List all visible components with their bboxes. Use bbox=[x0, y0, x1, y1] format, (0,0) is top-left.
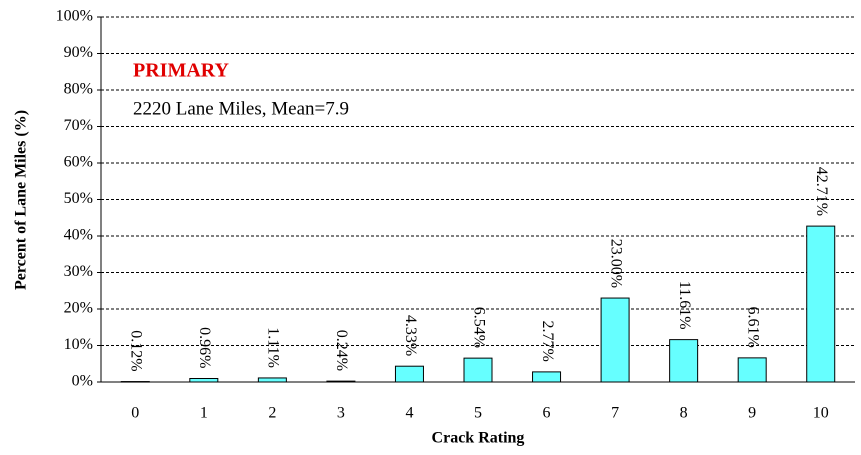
y-tick-label: 100% bbox=[56, 8, 93, 25]
value-label: 6.61% bbox=[745, 307, 762, 348]
y-tick-label: 80% bbox=[64, 81, 93, 98]
bar bbox=[600, 297, 630, 383]
bar bbox=[189, 377, 219, 383]
value-label: 23.00% bbox=[607, 239, 624, 288]
annotation-summary: 2220 Lane Miles, Mean=7.9 bbox=[133, 98, 349, 119]
x-tick-label: 4 bbox=[405, 405, 413, 422]
bar bbox=[326, 380, 356, 383]
x-tick-label: 6 bbox=[543, 405, 551, 422]
value-label: 0.12% bbox=[128, 330, 145, 371]
y-tick-label: 40% bbox=[64, 227, 93, 244]
y-tick-label: 50% bbox=[64, 190, 93, 207]
x-tick-label: 9 bbox=[748, 405, 756, 422]
x-tick-label: 10 bbox=[813, 405, 829, 422]
x-tick-label: 8 bbox=[680, 405, 688, 422]
value-label: 0.24% bbox=[333, 330, 350, 371]
bar bbox=[532, 371, 562, 383]
bar bbox=[257, 377, 287, 383]
value-label: 0.96% bbox=[196, 327, 213, 368]
x-tick-label: 7 bbox=[611, 405, 619, 422]
bar bbox=[806, 225, 836, 383]
value-label: 11.61% bbox=[676, 281, 693, 330]
value-label: 1.11% bbox=[265, 327, 282, 368]
x-tick-label: 3 bbox=[337, 405, 345, 422]
x-tick-label: 2 bbox=[268, 405, 276, 422]
value-label: 42.71% bbox=[813, 167, 830, 216]
x-tick-label: 5 bbox=[474, 405, 482, 422]
y-tick-label: 70% bbox=[64, 117, 93, 134]
value-label: 2.77% bbox=[539, 321, 556, 362]
y-tick-label: 60% bbox=[64, 154, 93, 171]
value-label: 6.54% bbox=[470, 307, 487, 348]
x-tick-label: 0 bbox=[131, 405, 139, 422]
y-axis-label: Percent of Lane Miles (%) bbox=[13, 110, 30, 290]
value-label: 4.33% bbox=[402, 315, 419, 356]
bar bbox=[394, 365, 424, 383]
y-tick-label: 90% bbox=[64, 44, 93, 61]
y-tick-label: 20% bbox=[64, 300, 93, 317]
y-tick-label: 0% bbox=[72, 373, 93, 390]
bar bbox=[120, 381, 150, 383]
bar bbox=[463, 357, 493, 383]
y-tick-label: 30% bbox=[64, 263, 93, 280]
x-axis-label: Crack Rating bbox=[432, 430, 525, 447]
bar bbox=[669, 339, 699, 383]
y-tick-label: 10% bbox=[64, 336, 93, 353]
x-tick-label: 1 bbox=[200, 405, 208, 422]
bar bbox=[737, 357, 767, 383]
annotation-series: PRIMARY bbox=[133, 60, 230, 82]
